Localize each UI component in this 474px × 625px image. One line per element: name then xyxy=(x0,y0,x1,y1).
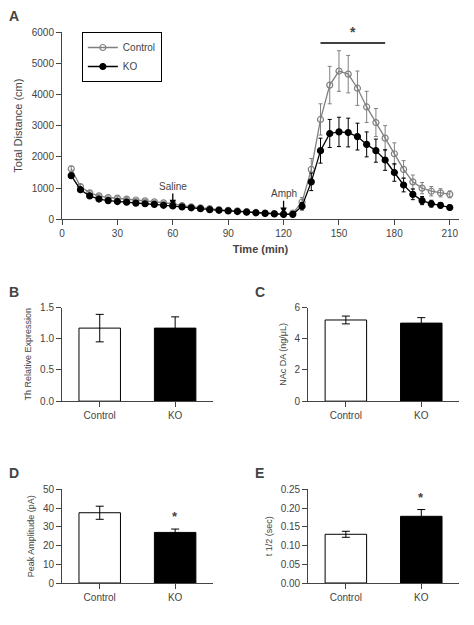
svg-text:Control: Control xyxy=(330,410,362,421)
svg-text:*: * xyxy=(418,490,424,505)
svg-text:0: 0 xyxy=(48,214,54,225)
svg-text:t 1/2 (sec): t 1/2 (sec) xyxy=(264,516,274,556)
svg-text:0.10: 0.10 xyxy=(281,540,301,551)
svg-text:60: 60 xyxy=(167,228,179,239)
svg-text:Saline: Saline xyxy=(159,181,187,192)
svg-text:Total Distance (cm): Total Distance (cm) xyxy=(12,79,24,173)
svg-text:D: D xyxy=(9,465,19,481)
svg-text:*: * xyxy=(172,509,178,524)
svg-text:180: 180 xyxy=(386,228,403,239)
svg-text:0: 0 xyxy=(295,396,301,407)
svg-text:30: 30 xyxy=(112,228,124,239)
svg-text:2000: 2000 xyxy=(32,151,55,162)
svg-text:0.15: 0.15 xyxy=(281,521,301,532)
svg-text:6000: 6000 xyxy=(32,27,55,38)
svg-text:20: 20 xyxy=(43,540,55,551)
svg-text:Control: Control xyxy=(84,410,116,421)
svg-text:0.0: 0.0 xyxy=(40,396,54,407)
svg-text:30: 30 xyxy=(43,521,55,532)
svg-text:0: 0 xyxy=(59,228,65,239)
svg-text:50: 50 xyxy=(43,484,55,495)
svg-text:A: A xyxy=(9,8,19,24)
svg-text:0.05: 0.05 xyxy=(281,559,301,570)
svg-text:3000: 3000 xyxy=(32,120,55,131)
svg-text:Th Relative Expression: Th Relative Expression xyxy=(23,308,33,401)
svg-text:90: 90 xyxy=(223,228,235,239)
svg-text:0: 0 xyxy=(48,578,54,589)
svg-text:KO: KO xyxy=(123,61,138,72)
svg-text:Control: Control xyxy=(123,42,155,53)
svg-text:0.25: 0.25 xyxy=(281,484,301,495)
svg-text:*: * xyxy=(350,24,356,40)
svg-text:120: 120 xyxy=(275,228,292,239)
svg-text:0.20: 0.20 xyxy=(281,503,301,514)
svg-text:E: E xyxy=(255,465,264,481)
svg-text:4: 4 xyxy=(295,333,301,344)
svg-text:KO: KO xyxy=(414,410,429,421)
svg-text:Control: Control xyxy=(84,592,116,603)
svg-text:40: 40 xyxy=(43,503,55,514)
svg-text:B: B xyxy=(9,284,19,300)
svg-text:6: 6 xyxy=(295,302,301,313)
svg-text:1.0: 1.0 xyxy=(40,333,54,344)
svg-text:KO: KO xyxy=(414,592,429,603)
svg-text:210: 210 xyxy=(441,228,458,239)
svg-text:5000: 5000 xyxy=(32,58,55,69)
svg-text:KO: KO xyxy=(168,410,183,421)
svg-text:0.5: 0.5 xyxy=(40,364,54,375)
svg-text:0.00: 0.00 xyxy=(281,578,301,589)
svg-text:KO: KO xyxy=(168,592,183,603)
svg-text:Amph: Amph xyxy=(271,188,297,199)
svg-text:10: 10 xyxy=(43,559,55,570)
svg-text:1000: 1000 xyxy=(32,183,55,194)
svg-text:150: 150 xyxy=(331,228,348,239)
svg-text:Control: Control xyxy=(330,592,362,603)
svg-text:Peak Amplitude (pA): Peak Amplitude (pA) xyxy=(26,495,36,577)
svg-text:1.5: 1.5 xyxy=(40,302,54,313)
svg-text:2: 2 xyxy=(295,364,301,375)
svg-text:C: C xyxy=(255,284,265,300)
svg-text:4000: 4000 xyxy=(32,89,55,100)
svg-text:NAc DA (ng/μL): NAc DA (ng/μL) xyxy=(278,323,288,386)
svg-text:Time (min): Time (min) xyxy=(233,243,289,255)
